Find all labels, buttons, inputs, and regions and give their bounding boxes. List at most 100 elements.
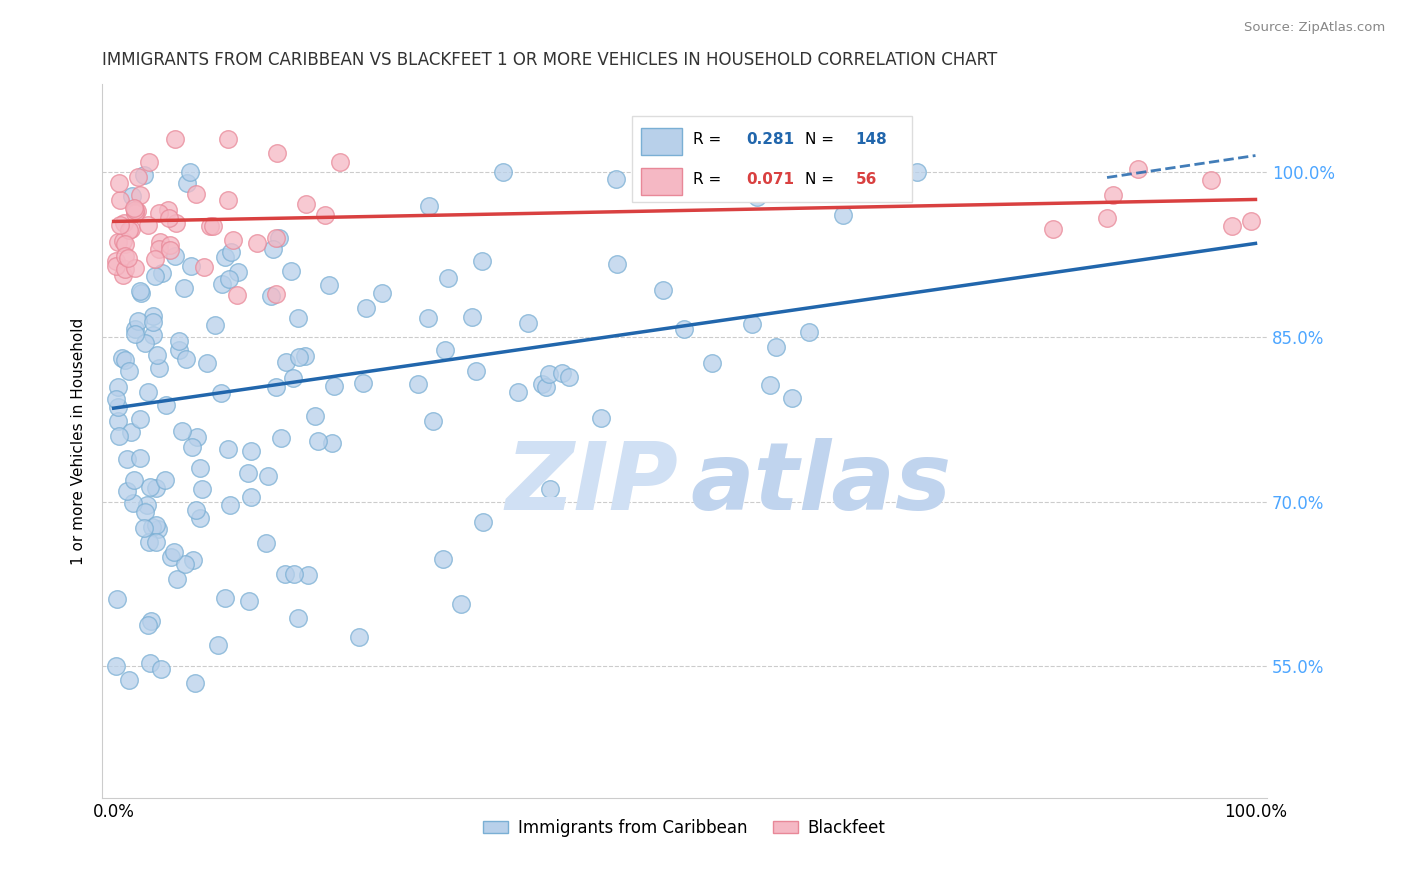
Point	[117, 673, 139, 687]
Text: IMMIGRANTS FROM CARIBBEAN VS BLACKFEET 1 OR MORE VEHICLES IN HOUSEHOLD CORRELATI: IMMIGRANTS FROM CARIBBEAN VS BLACKFEET 1…	[103, 51, 997, 69]
Point	[219, 245, 242, 260]
Point	[186, 430, 208, 444]
Point	[202, 219, 225, 233]
Point	[217, 193, 239, 207]
Point	[297, 568, 319, 582]
Point	[1097, 211, 1119, 226]
Point	[143, 252, 166, 266]
Point	[115, 451, 138, 466]
Point	[228, 265, 250, 279]
Point	[145, 481, 167, 495]
Point	[256, 536, 278, 550]
Point	[153, 473, 176, 487]
FancyBboxPatch shape	[633, 116, 911, 202]
Point	[287, 311, 309, 326]
Point	[283, 370, 305, 384]
Text: 56: 56	[856, 171, 877, 186]
Point	[114, 236, 136, 251]
Point	[163, 132, 186, 146]
Point	[145, 518, 167, 533]
Point	[129, 188, 152, 202]
Text: N =: N =	[804, 132, 838, 146]
Point	[120, 222, 142, 236]
Point	[118, 223, 141, 237]
Point	[433, 343, 456, 358]
Point	[322, 378, 344, 392]
Point	[143, 268, 166, 283]
Point	[135, 498, 157, 512]
Point	[538, 368, 561, 382]
Point	[117, 251, 139, 265]
Point	[782, 391, 804, 405]
Point	[214, 591, 236, 605]
Point	[262, 242, 284, 256]
Point	[1102, 187, 1125, 202]
Point	[239, 444, 262, 458]
Text: 148: 148	[856, 132, 887, 146]
Point	[245, 235, 267, 250]
Point	[226, 288, 249, 302]
Point	[134, 505, 156, 519]
Point	[118, 364, 141, 378]
Point	[304, 409, 326, 424]
Point	[606, 257, 628, 271]
Point	[107, 235, 129, 249]
Point	[219, 499, 242, 513]
Point	[165, 216, 187, 230]
Point	[107, 400, 129, 414]
Point	[150, 266, 173, 280]
Point	[266, 231, 288, 245]
Point	[142, 327, 165, 342]
Point	[274, 567, 297, 582]
Point	[124, 206, 146, 220]
Point	[129, 285, 152, 299]
Point	[471, 516, 494, 530]
Text: atlas: atlas	[690, 438, 952, 530]
Point	[269, 231, 291, 245]
Point	[108, 429, 131, 443]
Point	[146, 522, 169, 536]
Point	[174, 352, 197, 367]
Point	[538, 482, 561, 496]
Point	[163, 249, 186, 263]
Point	[283, 567, 305, 582]
Point	[217, 442, 239, 456]
Point	[239, 491, 262, 505]
Point	[217, 132, 239, 146]
Point	[146, 348, 169, 362]
Point	[465, 364, 488, 378]
Point	[188, 511, 211, 525]
Point	[354, 301, 377, 315]
Point	[1220, 219, 1243, 233]
Point	[108, 194, 131, 208]
Text: R =: R =	[693, 132, 725, 146]
Point	[149, 235, 172, 249]
Point	[124, 322, 146, 336]
Point	[184, 675, 207, 690]
Point	[450, 597, 472, 611]
Point	[651, 284, 673, 298]
Point	[184, 187, 207, 202]
Point	[170, 425, 193, 439]
Point	[294, 349, 316, 363]
Point	[142, 315, 165, 329]
Point	[236, 467, 259, 481]
Point	[107, 379, 129, 393]
Point	[266, 286, 288, 301]
Point	[111, 268, 134, 283]
Point	[551, 366, 574, 380]
Point	[166, 572, 188, 586]
Point	[672, 322, 695, 336]
Legend: Immigrants from Caribbean, Blackfeet: Immigrants from Caribbean, Blackfeet	[477, 812, 893, 843]
Point	[176, 176, 198, 190]
Point	[159, 244, 181, 258]
Point	[191, 482, 214, 496]
Point	[207, 638, 229, 652]
Point	[111, 235, 134, 249]
Point	[506, 385, 529, 400]
Point	[745, 190, 768, 204]
Point	[179, 165, 201, 179]
Point	[148, 242, 170, 256]
Point	[318, 277, 340, 292]
Point	[437, 271, 460, 285]
